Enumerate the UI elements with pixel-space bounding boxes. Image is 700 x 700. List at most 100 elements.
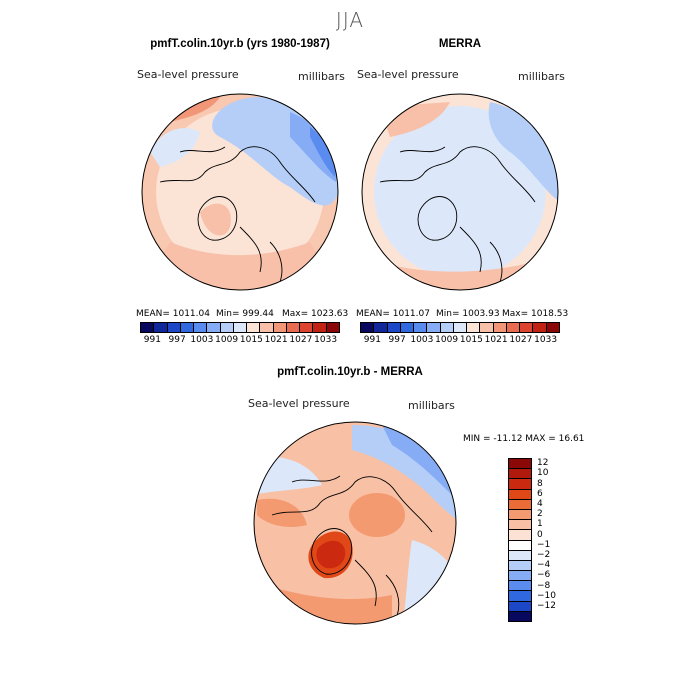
panel2-colorbar-tick: 1033 — [534, 335, 558, 345]
panel2-min: Min= 1003.93 — [436, 309, 500, 319]
panel3-colorbar-ticks: 12 10 8 6 4 2 1 0 −1 −2 −4 −6 −8 −10 −12 — [537, 458, 567, 611]
panel2-low-region — [488, 102, 558, 202]
panel2-colorbar-tick: 1009 — [435, 335, 459, 345]
panel2-colorbar-swatch — [493, 323, 507, 332]
panel2-coastlines — [379, 146, 536, 283]
panel2-colorbar — [360, 322, 560, 333]
panel3-colorbar-tick: −1 — [537, 539, 551, 550]
panel2-colorbar-swatch — [533, 323, 547, 332]
panel1-colorbar-swatch — [207, 323, 221, 332]
panel3-coastlines — [271, 475, 433, 617]
panel1-colorbar-ticks: 991 997 1003 1009 1015 1021 1027 1033 — [140, 335, 338, 345]
panel1-colorbar-swatch — [247, 323, 261, 332]
panel3-colorbar-swatch — [509, 581, 531, 592]
panel1-colorbar-tick: 1033 — [314, 335, 338, 345]
panel1-colorbar-swatch — [194, 323, 208, 332]
panel3-colorbar-tick: 12 — [537, 458, 549, 469]
panel3-title: pmfT.colin.10yr.b - MERRA — [277, 366, 423, 378]
panel1-colorbar-swatch — [260, 323, 274, 332]
figure-title: JJA — [335, 8, 365, 32]
panel3-colorbar-swatch — [509, 571, 531, 582]
panel1-colorbar-swatch — [286, 323, 301, 332]
panel3-strongest-positive — [316, 540, 346, 569]
panel2-map — [361, 93, 559, 291]
panel3-colorbar-swatch — [509, 550, 531, 561]
panel2-max: Max= 1018.53 — [502, 309, 569, 319]
panel2-colorbar-swatch — [414, 323, 428, 332]
panel2-colorbar-swatch — [361, 323, 375, 332]
panel3-colorbar-swatch — [509, 489, 531, 500]
panel2-colorbar-swatch — [467, 323, 481, 332]
panel3-units-label: millibars — [408, 399, 455, 412]
panel2-title: MERRA — [438, 38, 482, 50]
panel1-colorbar-tick: 1021 — [264, 335, 288, 345]
panel1-title: pmfT.colin.10yr.b (yrs 1980-1987) — [150, 38, 330, 50]
panel3-minmax: MIN = -11.12 MAX = 16.61 — [463, 434, 585, 444]
panel3-colorbar-swatch — [509, 591, 531, 602]
panel1-units-label: millibars — [298, 70, 345, 83]
panel2-colorbar-ticks: 991 997 1003 1009 1015 1021 1027 1033 — [360, 335, 558, 345]
panel3-colorbar-tick: 0 — [537, 529, 543, 540]
panel1-map — [141, 93, 339, 291]
panel2-colorbar-swatch — [374, 323, 388, 332]
panel3-colorbar-swatch — [509, 611, 531, 621]
panel1-colorbar-swatch — [167, 323, 181, 332]
panel3-colorbar-tick: 6 — [537, 488, 543, 499]
panel3-colorbar-swatch — [509, 530, 531, 541]
panel1-colorbar-swatch — [300, 323, 314, 332]
panel2-colorbar-swatch — [546, 323, 559, 332]
panel2-colorbar-tick: 1021 — [484, 335, 508, 345]
panel1-colorbar-swatch — [273, 323, 287, 332]
panel2-colorbar-swatch — [387, 323, 401, 332]
panel3-colorbar-tick: −6 — [537, 570, 551, 581]
panel3-colorbar-tick: 10 — [537, 468, 549, 479]
panel1-colorbar-tick: 991 — [143, 335, 161, 345]
panel3-colorbar-tick: 2 — [537, 509, 543, 520]
panel2-mid-field — [374, 106, 546, 278]
panel3-strong-negative-region — [382, 425, 456, 500]
panel3-colorbar-swatch — [509, 469, 531, 480]
panel3-colorbar-tick: −2 — [537, 550, 551, 561]
panel3-colorbar-swatch — [509, 499, 531, 510]
panel1-colorbar-swatch — [141, 323, 155, 332]
panel1-colorbar-swatch — [154, 323, 168, 332]
panel3-negative-region — [352, 425, 456, 520]
panel3-colorbar-tick: 1 — [537, 519, 543, 530]
panel1-colorbar-tick: 1009 — [215, 335, 239, 345]
panel1-colorbar-swatch — [313, 323, 327, 332]
panel1-colorbar-swatch — [233, 323, 248, 332]
panel2-units-label: millibars — [518, 70, 565, 83]
panel2-colorbar-tick: 991 — [363, 335, 381, 345]
panel3-colorbar-swatch — [509, 540, 531, 551]
panel3-colorbar-swatch — [509, 509, 531, 521]
panel3-colorbar-tick: 8 — [537, 478, 543, 489]
panel3-colorbar-tick: 4 — [537, 499, 543, 510]
panel3-colorbar-swatch — [509, 560, 531, 572]
panel3-colorbar-swatch — [509, 479, 531, 490]
panel2-field-label: Sea-level pressure — [357, 68, 459, 81]
panel2-colorbar-swatch — [427, 323, 441, 332]
panel1-greenland-high — [200, 203, 231, 236]
panel1-deep-low-region — [290, 112, 337, 182]
panel3-colorbar-tick: −4 — [537, 560, 551, 571]
panel2-colorbar-swatch — [520, 323, 534, 332]
panel2-colorbar-swatch — [440, 323, 454, 332]
panel1-pacific-low-region — [150, 128, 200, 167]
panel1-colorbar-swatch — [220, 323, 234, 332]
panel2-colorbar-swatch — [400, 323, 415, 332]
panel1-colorbar-swatch — [180, 323, 195, 332]
panel3-field-label: Sea-level pressure — [248, 397, 350, 410]
panel2-colorbar-tick: 997 — [388, 335, 406, 345]
panel2-colorbar-swatch — [480, 323, 494, 332]
panel3-colorbar-tick: −12 — [537, 601, 556, 612]
panel3-colorbar-swatch — [509, 459, 531, 470]
panel3-colorbar-swatch — [509, 520, 531, 531]
panel1-mean: MEAN= 1011.04 — [136, 309, 210, 319]
panel2-colorbar-swatch — [453, 323, 468, 332]
panel1-colorbar-tick: 997 — [168, 335, 186, 345]
panel1-deepest-low-region — [310, 127, 336, 177]
panel3-colorbar — [508, 458, 532, 622]
panel2-mean: MEAN= 1011.07 — [356, 309, 430, 319]
panel1-min: Min= 999.44 — [216, 309, 274, 319]
panel1-max: Max= 1023.63 — [282, 309, 349, 319]
